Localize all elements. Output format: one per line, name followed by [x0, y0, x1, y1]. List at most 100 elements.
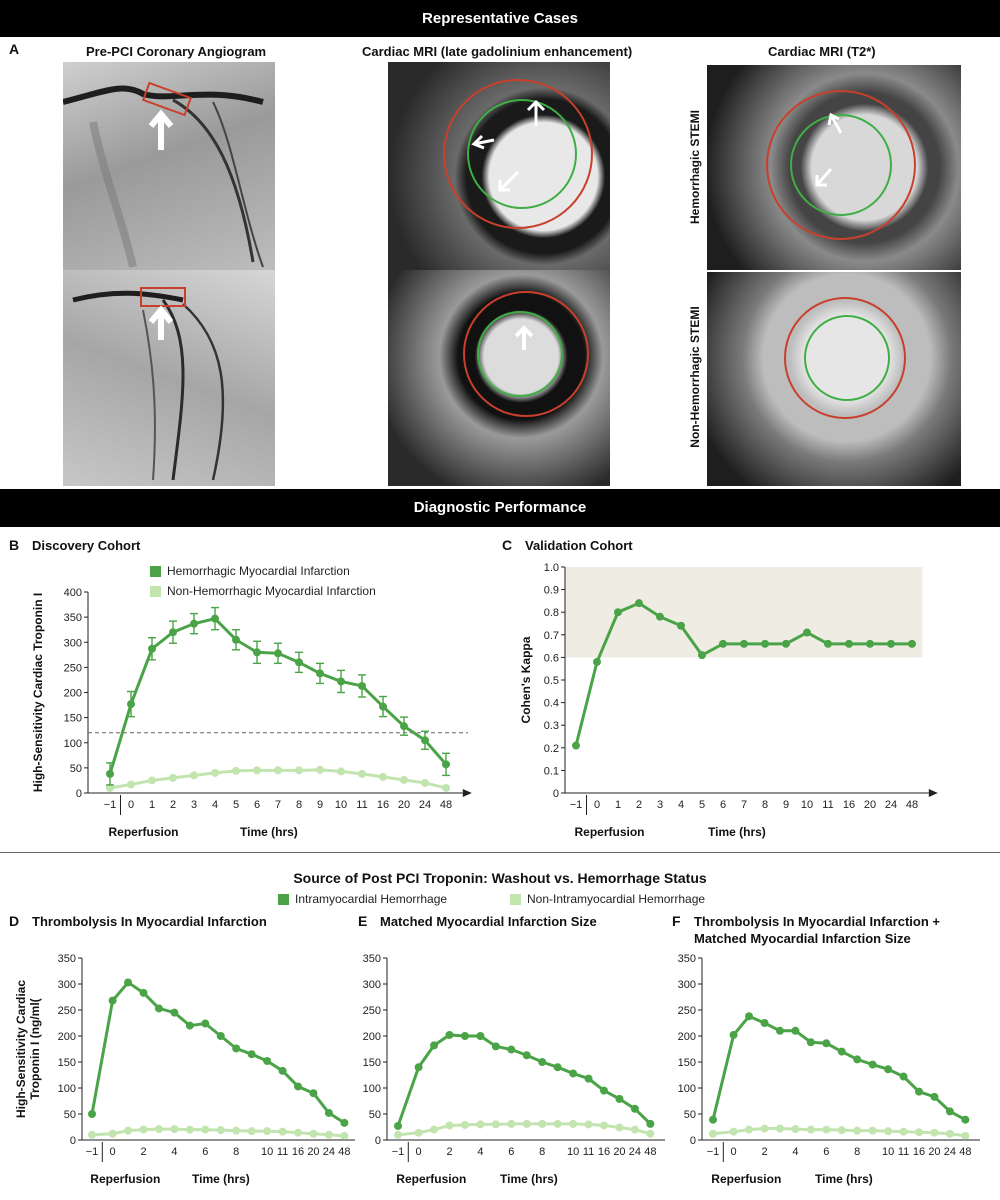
data-point	[421, 779, 429, 787]
data-point	[379, 703, 387, 711]
data-point	[461, 1121, 469, 1129]
reperfusion-label: Reperfusion	[90, 1172, 160, 1186]
series-line	[713, 1016, 965, 1119]
data-point	[109, 1130, 117, 1138]
matched-size-chart: 050100150200250300350Reperfusion Time (hr…	[330, 950, 665, 1195]
data-point	[869, 1127, 877, 1135]
x-tick-label: 16	[913, 1146, 925, 1158]
data-point	[585, 1075, 593, 1083]
y-tick-label: 300	[58, 979, 76, 991]
y-axis-label: High-Sensitivity Cardiac	[14, 980, 28, 1118]
data-point	[232, 1127, 240, 1135]
y-tick-label: 300	[363, 979, 381, 991]
data-point	[869, 1061, 877, 1069]
x-tick-label: 11	[898, 1146, 909, 1158]
data-point	[698, 651, 706, 659]
validation-cohort-chart: 0 0.1 0.2 0.3 0.4 0.5 0.6 0.7 0.8 0.9 1.0 Reperfusi…	[480, 555, 980, 850]
data-point	[791, 1027, 799, 1035]
data-point	[930, 1129, 938, 1137]
panel-f-letter: F	[672, 913, 681, 929]
x-tick-label: 6	[254, 799, 260, 811]
data-point	[394, 1122, 402, 1130]
source-section-title: Source of Post PCI Troponin: Washout vs.…	[0, 870, 1000, 886]
data-point	[614, 608, 622, 616]
y-tick-label: 0.6	[544, 652, 559, 664]
y-tick-label: 150	[678, 1057, 696, 1069]
y-tick-label: 250	[363, 1005, 381, 1017]
x-axis-label: Time (hrs)	[192, 1172, 250, 1186]
x-tick-label: 8	[539, 1146, 545, 1158]
data-point	[170, 1009, 178, 1017]
row-label-hemorrhagic: Hemorrhagic STEMI	[688, 102, 702, 232]
legend-def-hemorrhage: Intramyocardial Hemorrhage	[278, 892, 447, 906]
data-point	[337, 767, 345, 775]
panel-d-title: Thrombolysis In Myocardial Infarction	[32, 914, 267, 929]
data-point	[211, 769, 219, 777]
data-point	[358, 682, 366, 690]
panel-d-letter: D	[9, 913, 19, 929]
y-tick-label: 200	[64, 688, 82, 700]
y-tick-label: 400	[64, 587, 82, 599]
data-point	[915, 1088, 923, 1096]
y-tick-label: 200	[58, 1031, 76, 1043]
y-tick-label: 0	[70, 1135, 76, 1147]
y-tick-label: 0.3	[544, 720, 559, 732]
data-point	[169, 628, 177, 636]
data-point	[838, 1048, 846, 1056]
data-point	[930, 1093, 938, 1101]
data-point	[442, 760, 450, 768]
data-point	[677, 622, 685, 630]
data-point	[615, 1095, 623, 1103]
data-point	[295, 766, 303, 774]
x-tick-label: 24	[629, 1146, 641, 1158]
lge-mri-hemorrhagic	[388, 62, 610, 270]
panel-a-letter: A	[9, 41, 19, 57]
y-tick-label: 0.9	[544, 585, 559, 597]
data-point	[279, 1067, 287, 1075]
data-point	[309, 1130, 317, 1138]
y-axis-label: High-Sensitivity Cardiac Troponin I	[31, 593, 45, 792]
data-point	[476, 1032, 484, 1040]
reperfusion-label: Reperfusion	[396, 1172, 466, 1186]
data-point	[430, 1041, 438, 1049]
data-point	[430, 1126, 438, 1134]
data-point	[761, 1019, 769, 1027]
x-tick-label: 0	[110, 1146, 116, 1158]
data-point	[211, 615, 219, 623]
x-tick-label: 0	[416, 1146, 422, 1158]
data-point	[415, 1129, 423, 1137]
y-tick-label: 250	[678, 1005, 696, 1017]
data-point	[217, 1126, 225, 1134]
x-tick-label: 6	[508, 1146, 514, 1158]
y-tick-label: 50	[369, 1109, 381, 1121]
data-point	[337, 677, 345, 685]
data-point	[887, 640, 895, 648]
data-point	[538, 1058, 546, 1066]
data-point	[745, 1012, 753, 1020]
data-point	[274, 649, 282, 657]
data-point	[822, 1126, 830, 1134]
x-tick-label: 2	[636, 799, 642, 811]
x-tick-label: 4	[477, 1146, 483, 1158]
x-tick-label: 4	[792, 1146, 798, 1158]
data-point	[730, 1128, 738, 1136]
x-axis-label: Time (hrs)	[815, 1172, 873, 1186]
y-tick-label: 0.4	[544, 698, 559, 710]
x-tick-label: −1	[86, 1146, 99, 1158]
series-line	[110, 619, 446, 774]
data-point	[946, 1107, 954, 1115]
data-point	[719, 640, 727, 648]
x-tick-label: 48	[440, 799, 452, 811]
x-tick-label: 10	[335, 799, 347, 811]
data-point	[745, 1126, 753, 1134]
data-point	[740, 640, 748, 648]
timi-plus-matched-chart: 050100150200250300350Reperfusion Time (hr…	[645, 950, 980, 1195]
data-point	[446, 1121, 454, 1129]
x-tick-label: 1	[615, 799, 621, 811]
y-tick-label: 1.0	[544, 562, 559, 574]
data-point	[523, 1051, 531, 1059]
x-tick-label: 9	[317, 799, 323, 811]
data-point	[88, 1110, 96, 1118]
data-point	[600, 1121, 608, 1129]
data-point	[946, 1130, 954, 1138]
